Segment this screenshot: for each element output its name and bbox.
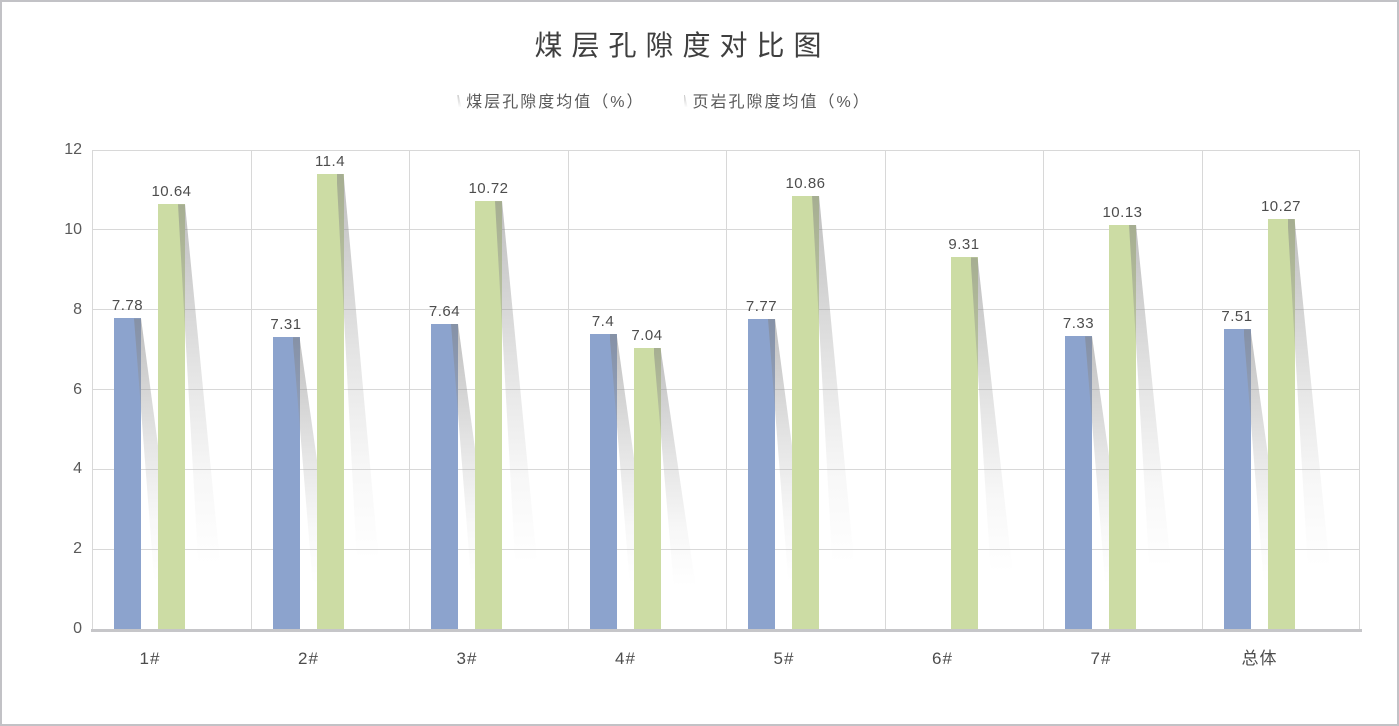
bar-shadow: [653, 347, 698, 607]
v-gridline: [1202, 150, 1203, 629]
bar-value-label: 10.72: [468, 180, 509, 198]
bar-shadow: [1129, 224, 1173, 597]
bar-value-label: 11.4: [314, 152, 346, 170]
bar-shale-4#[interactable]: [633, 347, 698, 629]
bar-coal-总体[interactable]: [1223, 329, 1288, 629]
bar-value-label: 10.13: [1102, 203, 1143, 221]
x-axis-category-label: 4#: [615, 649, 636, 668]
bar-coal-3#[interactable]: [431, 324, 495, 629]
bar-coal-4#[interactable]: [589, 333, 654, 629]
x-axis-category-label: 2#: [298, 649, 319, 668]
legend-swatch-shadow-icon: [683, 95, 688, 107]
y-axis-tick-label: 12: [64, 141, 82, 158]
y-axis-tick-label: 2: [73, 540, 82, 558]
legend-swatch-shale-icon: [679, 93, 688, 107]
v-gridline: [251, 150, 252, 629]
y-axis-tick-label: 6: [73, 380, 82, 398]
bar-coal-5#[interactable]: [748, 318, 812, 629]
bar-value-label: 7.04: [631, 326, 663, 344]
bar-shale-5#[interactable]: [792, 195, 856, 629]
bar-shadow: [812, 195, 856, 595]
bar-coal-7#[interactable]: [1065, 336, 1129, 629]
legend: 煤层孔隙度均值（%） 页岩孔隙度均值（%）: [2, 88, 1397, 112]
v-gridline: [568, 150, 569, 629]
bar-shadow: [1287, 219, 1332, 597]
plot-area: 0 2 4 6 8 10 12 7.78 10.64 7.31 11.4 7.64 10.72 7.4 7.…: [64, 141, 1362, 668]
bar-shadow: [336, 173, 381, 593]
v-gridline: [1043, 150, 1044, 629]
bar-value-label: 7.51: [1221, 308, 1253, 326]
bar-shale-3#[interactable]: [475, 201, 539, 629]
v-gridline: [92, 150, 93, 629]
v-gridline: [409, 150, 410, 629]
bar-value-label: 10.64: [151, 183, 192, 201]
legend-label-shale: 页岩孔隙度均值（%）: [692, 94, 871, 111]
bar-shale-2#[interactable]: [316, 173, 381, 629]
legend-item-coal[interactable]: 煤层孔隙度均值（%）: [452, 88, 644, 112]
bar-value-label: 7.78: [111, 297, 144, 315]
y-axis-tick-label: 10: [64, 220, 82, 238]
bar-shadow: [495, 201, 539, 595]
x-axis-category-label: 3#: [456, 649, 478, 668]
bar-shale-7#[interactable]: [1109, 224, 1173, 629]
chart-title: 煤层孔隙度对比图: [534, 30, 831, 61]
x-axis-category-label: 总体: [1241, 649, 1278, 668]
v-gridline: [726, 150, 727, 629]
y-axis-tick-label: 8: [73, 300, 82, 318]
bar-shadow: [178, 204, 222, 595]
v-gridline: [885, 150, 886, 629]
x-axis-line: [91, 629, 1362, 632]
x-axis-category-label: 1#: [139, 649, 161, 668]
legend-label-coal: 煤层孔隙度均值（%）: [466, 94, 645, 111]
bar-value-label: 9.31: [948, 236, 980, 254]
y-axis-tick-label: 0: [73, 620, 82, 637]
bar-shale-总体[interactable]: [1267, 219, 1332, 629]
legend-swatch-coal-icon: [452, 93, 462, 107]
bar-value-label: 7.4: [591, 312, 615, 330]
bar-value-label: 10.27: [1260, 198, 1302, 216]
bar-value-label: 7.77: [745, 297, 778, 315]
bar-shale-1#[interactable]: [158, 204, 222, 629]
legend-item-shale[interactable]: 页岩孔隙度均值（%）: [679, 88, 871, 112]
x-axis-category-label: 6#: [932, 649, 953, 668]
bar-value-label: 7.64: [428, 303, 461, 321]
bar-coal-1#[interactable]: [114, 318, 178, 629]
bar-coal-2#[interactable]: [272, 337, 337, 629]
bar-value-label: 10.86: [785, 174, 826, 192]
legend-swatch-shadow-icon: [457, 95, 462, 107]
y-axis-tick-label: 4: [73, 460, 82, 478]
bar-shale-6#[interactable]: [950, 257, 1015, 629]
bar-value-label: 7.33: [1062, 315, 1095, 333]
x-axis-category-label: 7#: [1090, 649, 1112, 668]
bar-value-label: 7.31: [270, 316, 302, 334]
v-gridline: [1359, 150, 1360, 629]
x-axis-category-label: 5#: [773, 649, 795, 668]
